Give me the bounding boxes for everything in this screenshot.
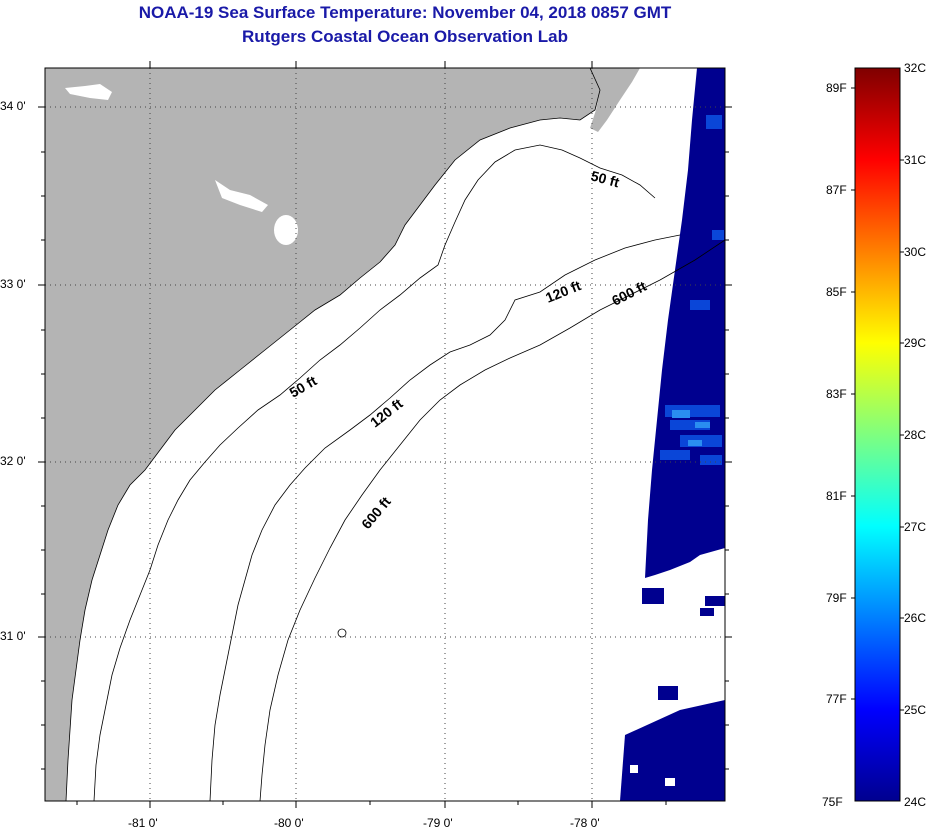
fahrenheit-label: 87F	[826, 183, 847, 197]
fahrenheit-label: 89F	[826, 81, 847, 95]
celsius-label: 31C	[904, 153, 927, 167]
isobath-50	[93, 144, 656, 801]
celsius-label: 26C	[904, 611, 927, 625]
fahrenheit-label: 79F	[826, 591, 847, 605]
celsius-label: 27C	[904, 520, 927, 534]
fahrenheit-label: 77F	[826, 692, 847, 706]
sst-patch	[658, 686, 678, 700]
isobath-120	[209, 234, 681, 801]
fahrenheit-label: 83F	[826, 387, 847, 401]
lat-label: 32 0'	[0, 454, 26, 468]
celsius-label: 28C	[904, 428, 927, 442]
sst-patch	[642, 588, 664, 604]
lat-label: 34 0'	[0, 99, 26, 113]
fahrenheit-label: 81F	[826, 489, 847, 503]
lake	[65, 84, 112, 100]
lon-label: -79 0'	[423, 816, 453, 830]
fahrenheit-label: 85F	[826, 285, 847, 299]
lake	[274, 215, 298, 245]
map-title: NOAA-19 Sea Surface Temperature: Novembe…	[138, 3, 672, 22]
map-subtitle: Rutgers Coastal Ocean Observation Lab	[242, 27, 568, 46]
celsius-label: 30C	[904, 245, 927, 259]
lon-label: -80 0'	[274, 816, 304, 830]
celsius-label: 29C	[904, 336, 927, 350]
celsius-label: 25C	[904, 703, 927, 717]
map-frame	[44, 67, 726, 802]
sst-patch	[705, 596, 725, 606]
land-mass	[45, 68, 600, 801]
colorbar	[854, 67, 901, 802]
cape-land	[590, 68, 640, 132]
contour-label: 50 ft	[589, 167, 621, 190]
celsius-label: 24C	[904, 795, 927, 809]
celsius-label: 32C	[904, 61, 927, 75]
sst-patch	[700, 608, 714, 616]
lon-label: -81 0'	[128, 816, 158, 830]
fahrenheit-label: 75F	[822, 795, 843, 809]
lake	[215, 180, 268, 212]
isobath-600	[259, 239, 725, 801]
lon-label: -78 0'	[570, 816, 600, 830]
sst-patch	[620, 700, 725, 801]
lat-label: 33 0'	[0, 277, 26, 291]
lat-label: 31 0'	[0, 629, 26, 643]
